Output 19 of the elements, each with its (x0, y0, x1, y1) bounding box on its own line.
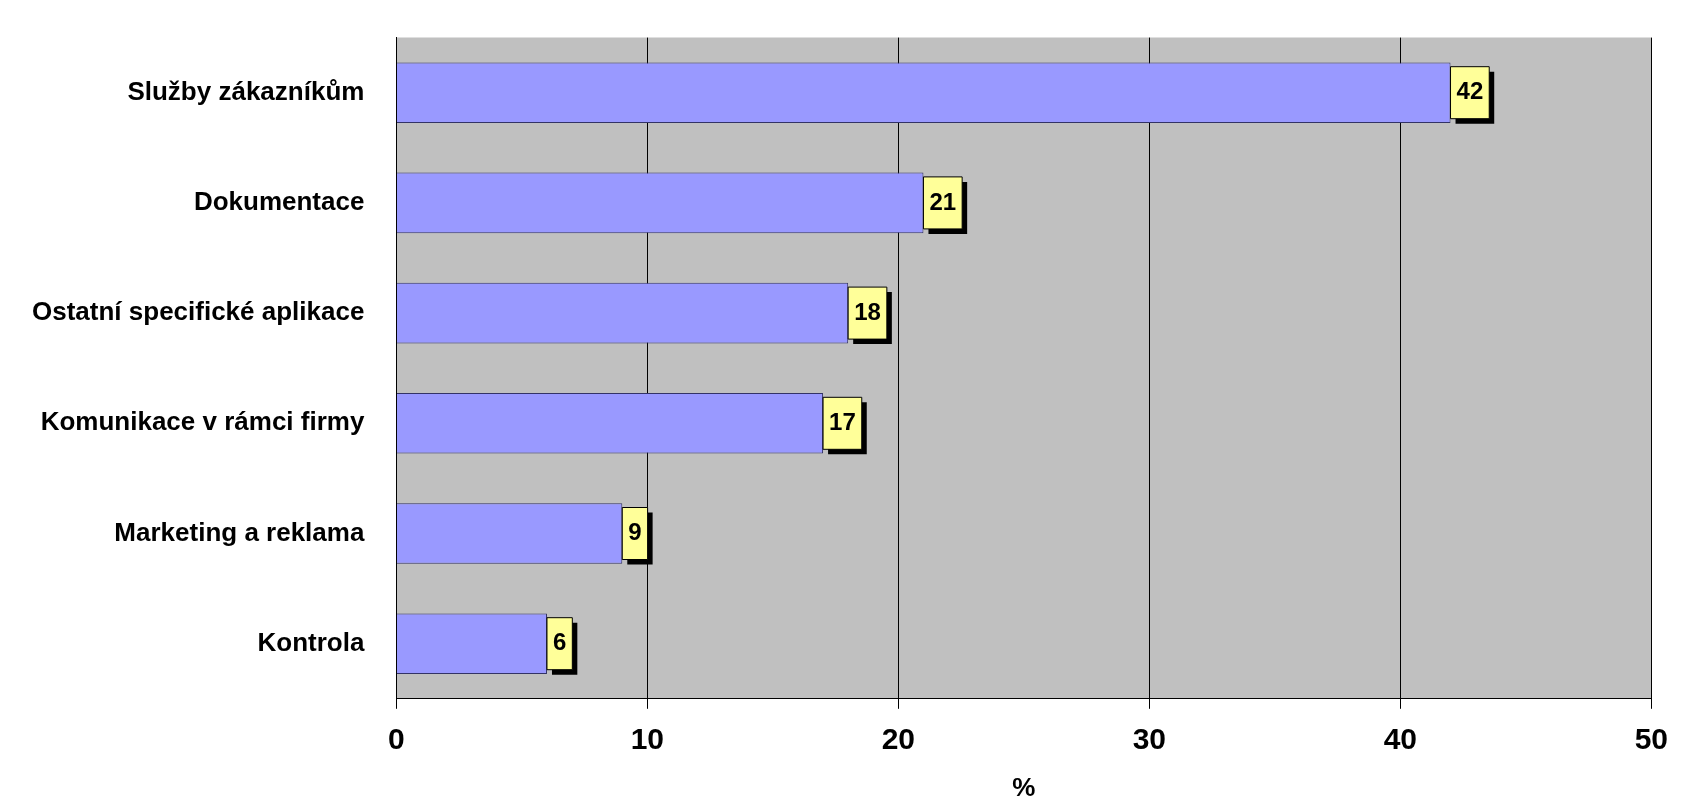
y-tick-label: Marketing a reklama (114, 516, 365, 547)
x-tick-label: 0 (388, 722, 405, 756)
data-label: 9 (628, 518, 642, 546)
data-label: 17 (829, 407, 856, 435)
x-tick-label: 30 (1132, 722, 1167, 756)
y-tick-label: Služby zákazníkům (127, 75, 365, 106)
x-tick-label: 40 (1383, 722, 1418, 756)
x-axis-title: % (1012, 771, 1036, 802)
x-tick-label: 50 (1634, 722, 1668, 756)
x-tick-label: 10 (630, 722, 665, 756)
data-label: 18 (854, 297, 881, 325)
x-tick-label: 20 (881, 722, 916, 756)
y-tick-label: Dokumentace (193, 186, 365, 217)
y-tick-label: Komunikace v rámci firmy (40, 406, 365, 437)
y-tick-label: Kontrola (257, 626, 365, 657)
y-tick-label: Ostatní specifické aplikace (32, 296, 365, 327)
data-label: 21 (929, 187, 957, 215)
data-label: 6 (552, 628, 567, 656)
data-label: 42 (1456, 77, 1484, 105)
